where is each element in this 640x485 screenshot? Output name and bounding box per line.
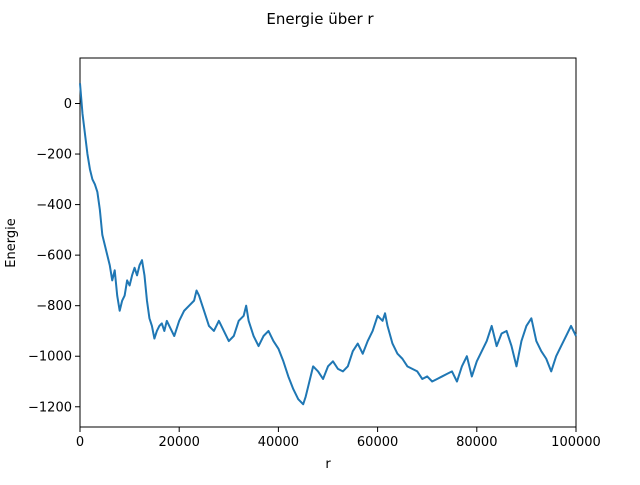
x-tick-label: 40000 xyxy=(258,435,299,450)
y-tick-label: −600 xyxy=(36,249,72,264)
plot-frame xyxy=(79,57,577,428)
y-axis-ticks: 0 −200 −400 −600 −800 −1000 −1200 xyxy=(28,97,80,415)
plot-area: 0 20000 40000 60000 80000 100000 0 −200 −400 −60… xyxy=(28,57,601,450)
x-tick-label: 80000 xyxy=(456,435,497,450)
y-tick-label: −1000 xyxy=(28,350,72,365)
y-axis-label: Energie xyxy=(4,218,19,267)
series-group xyxy=(79,83,577,406)
x-tick-label: 60000 xyxy=(357,435,398,450)
x-tick-label: 100000 xyxy=(551,435,601,450)
x-tick-label: 20000 xyxy=(159,435,200,450)
x-tick-label: 0 xyxy=(76,435,84,450)
y-tick-label: −1200 xyxy=(28,400,72,415)
chart-title: Energie über r xyxy=(266,10,374,28)
y-tick-label: −200 xyxy=(36,148,72,163)
x-axis-label: r xyxy=(325,457,331,472)
y-tick-label: 0 xyxy=(64,97,72,112)
y-tick-label: −800 xyxy=(36,299,72,314)
energy-series-line xyxy=(79,83,577,406)
x-axis-ticks: 0 20000 40000 60000 80000 100000 xyxy=(76,427,601,450)
y-tick-label: −400 xyxy=(36,198,72,213)
